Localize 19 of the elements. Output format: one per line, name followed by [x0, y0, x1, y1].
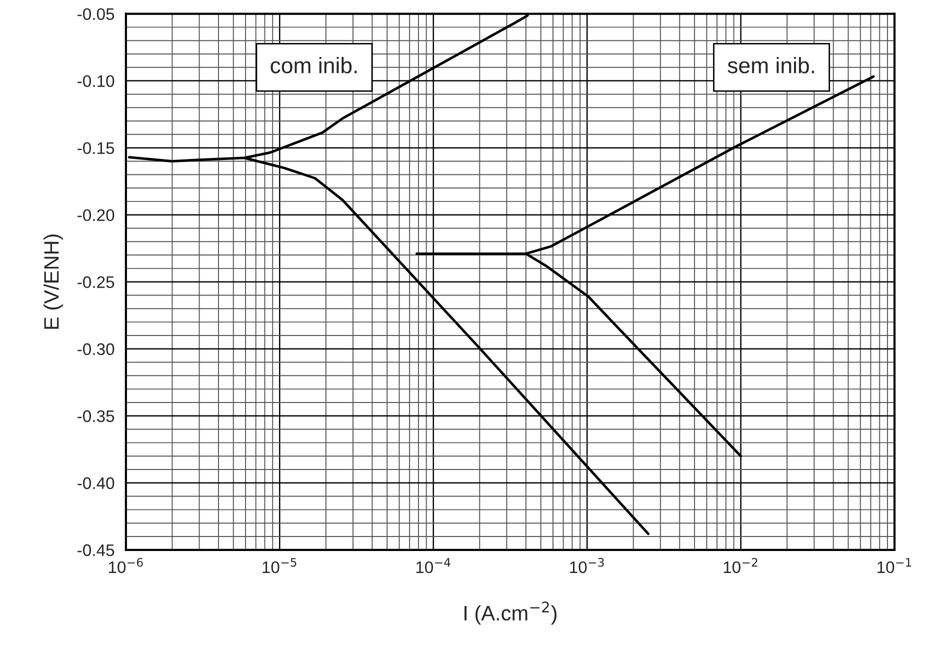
y-axis-title: E (V/ENH) — [44, 234, 63, 329]
x-tick-label: 10$^{−2}$ — [724, 558, 758, 574]
annotation: sem inib. — [728, 57, 814, 74]
y-tick-label: -0.10 — [78, 75, 114, 88]
y-tick-label: -0.35 — [78, 410, 114, 422]
x-tick-label: 10$^{−6}$ — [108, 558, 143, 574]
x-axis-title: I (A.cm$^{−2}$) — [464, 602, 556, 625]
y-tick-label: -0.20 — [78, 209, 114, 222]
y-tick-label: -0.45 — [78, 544, 114, 556]
y-tick-label: -0.30 — [78, 343, 114, 356]
annotation: com inib. — [270, 57, 357, 74]
x-tick-label: 10$^{−5}$ — [262, 558, 296, 574]
x-tick-label: 10$^{−4}$ — [416, 558, 450, 574]
y-tick-label: -0.40 — [78, 477, 114, 490]
x-tick-label: 10$^{−1}$ — [878, 558, 912, 574]
y-tick-label: -0.15 — [78, 142, 114, 154]
y-tick-label: -0.05 — [78, 8, 114, 20]
y-tick-label: -0.25 — [78, 276, 114, 288]
x-tick-label: 10$^{−3}$ — [570, 558, 604, 574]
